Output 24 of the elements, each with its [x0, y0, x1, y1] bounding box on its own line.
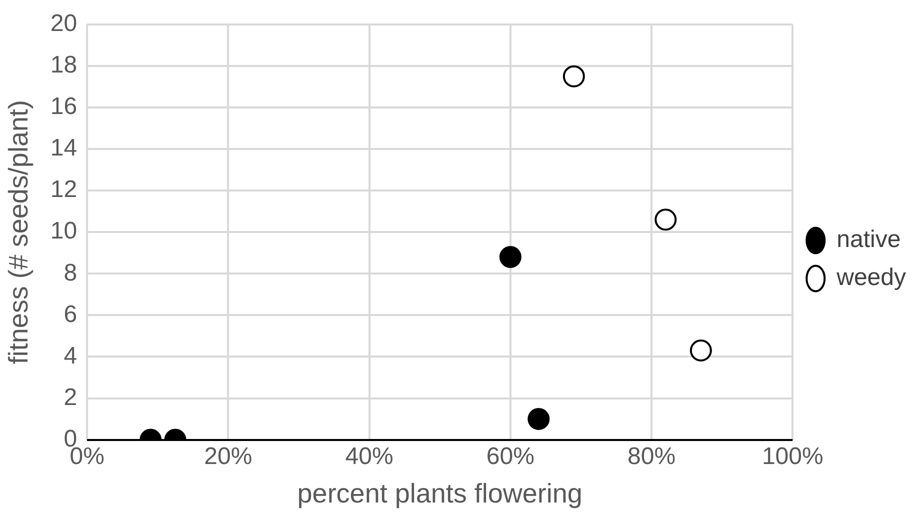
y-tick-label: 10 [50, 218, 78, 245]
x-tick-label: 20% [204, 442, 252, 470]
point [528, 408, 550, 430]
legend-label: native [836, 226, 901, 254]
y-tick-label: 14 [50, 134, 78, 162]
y-tick-label: 12 [50, 176, 78, 204]
point [654, 208, 677, 231]
y-tick-label: 4 [64, 342, 78, 370]
x-axis-title: percent plants flowering [297, 478, 582, 508]
x-tick-label: 40% [345, 442, 394, 470]
y-tick-label: 6 [64, 300, 78, 328]
y-axis-title: fitness (# seeds/plant) [4, 100, 34, 364]
y-tick-label: 20 [50, 10, 78, 38]
y-tick-label: 16 [50, 93, 78, 120]
legend-label: weedy [836, 264, 906, 292]
point [690, 339, 712, 362]
x-tick-label: 100% [762, 442, 824, 470]
point [499, 246, 522, 268]
y-tick-label: 2 [64, 384, 78, 411]
x-tick-label: 60% [486, 442, 534, 470]
x-tick-label: 80% [627, 442, 676, 470]
point [562, 65, 585, 88]
y-tick-label: 8 [64, 259, 78, 286]
y-tick-label: 18 [50, 52, 78, 79]
